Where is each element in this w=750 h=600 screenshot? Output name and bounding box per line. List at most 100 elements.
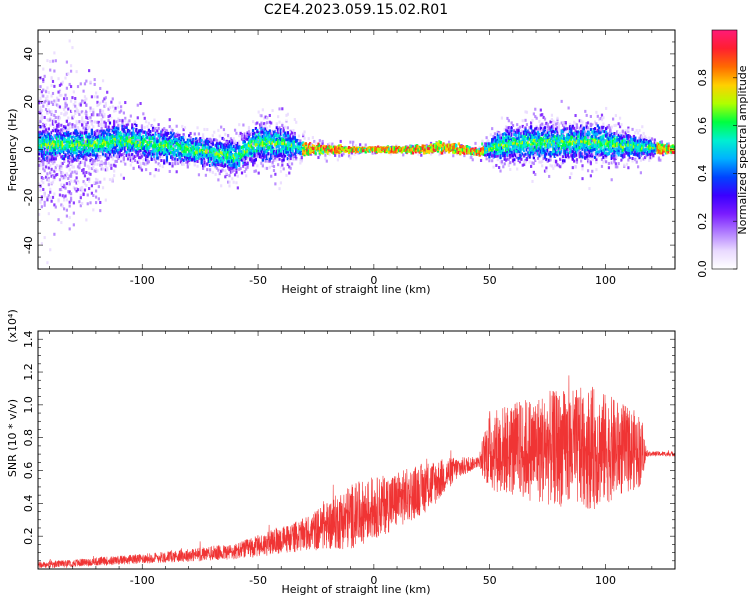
heatmap-cell xyxy=(203,164,206,168)
heatmap-cell xyxy=(88,116,91,120)
heatmap-cell xyxy=(135,133,138,137)
heatmap-cell xyxy=(46,103,49,107)
heatmap-cell xyxy=(85,144,88,148)
heatmap-cell xyxy=(97,102,100,106)
heatmap-cell xyxy=(76,181,80,185)
heatmap-cell xyxy=(229,137,232,141)
heatmap-cell xyxy=(114,164,117,168)
heatmap-cell xyxy=(283,154,287,158)
heatmap-cell xyxy=(168,169,171,173)
heatmap-cell xyxy=(171,150,174,154)
heatmap-cell xyxy=(236,156,239,160)
heatmap-cell xyxy=(88,151,91,155)
heatmap-cell xyxy=(182,162,185,166)
heatmap-cell xyxy=(90,184,94,188)
heatmap-cell xyxy=(257,148,260,152)
heatmap-cell xyxy=(131,157,134,161)
heatmap-cell xyxy=(138,159,141,163)
heatmap-cell xyxy=(49,152,52,156)
heatmap-cell xyxy=(153,143,156,147)
heatmap-cell xyxy=(61,105,64,109)
heatmap-cell xyxy=(58,169,62,173)
heatmap-cell xyxy=(54,99,57,103)
heatmap-cell xyxy=(100,137,103,141)
heatmap-cell xyxy=(314,141,317,145)
heatmap-cell xyxy=(363,149,366,153)
heatmap-cell xyxy=(161,131,164,135)
heatmap-cell xyxy=(49,248,52,252)
heatmap-cell xyxy=(249,144,252,148)
heatmap-cell xyxy=(118,101,121,105)
heatmap-cell xyxy=(172,147,176,151)
heatmap-cell xyxy=(236,174,239,178)
heatmap-cell xyxy=(65,132,68,136)
heatmap-cell xyxy=(201,164,205,168)
heatmap-cell xyxy=(277,154,280,158)
heatmap-cell xyxy=(136,142,139,146)
heatmap-cell xyxy=(331,148,334,152)
heatmap-cell xyxy=(57,199,60,203)
heatmap-cell xyxy=(288,134,291,138)
heatmap-cell xyxy=(188,158,191,162)
heatmap-cell xyxy=(154,155,157,159)
heatmap-cell xyxy=(172,144,176,148)
heatmap-cell xyxy=(39,144,42,148)
heatmap-cell xyxy=(53,118,56,122)
heatmap-cell xyxy=(61,156,64,160)
heatmap-cell xyxy=(69,172,73,176)
heatmap-cell xyxy=(289,142,292,146)
heatmap-cell xyxy=(79,170,82,174)
heatmap-cell xyxy=(149,130,152,134)
heatmap-cell xyxy=(72,201,75,205)
heatmap-cell xyxy=(72,112,75,116)
heatmap-cell xyxy=(329,145,333,149)
heatmap-cell xyxy=(310,152,313,156)
heatmap-cell xyxy=(235,153,238,157)
heatmap-cell xyxy=(196,148,199,152)
heatmap-cell xyxy=(160,144,163,148)
heatmap-cell xyxy=(182,136,185,140)
heatmap-cell xyxy=(72,131,75,135)
heatmap-cell xyxy=(265,149,269,153)
heatmap-cell xyxy=(274,131,277,135)
heatmap-cell xyxy=(142,141,145,145)
heatmap-cell xyxy=(89,80,92,84)
heatmap-cell xyxy=(110,143,113,147)
heatmap-cell xyxy=(165,156,169,160)
heatmap-cell xyxy=(93,130,96,134)
heatmap-cell xyxy=(110,145,113,149)
heatmap-cell xyxy=(99,200,102,204)
heatmap-cell xyxy=(213,156,216,160)
heatmap-cell xyxy=(274,156,277,160)
heatmap-cell xyxy=(86,139,89,143)
heatmap-cell xyxy=(86,116,89,120)
heatmap-cell xyxy=(46,98,49,102)
heatmap-cell xyxy=(72,151,75,155)
heatmap-cell xyxy=(128,136,131,140)
heatmap-cell xyxy=(96,138,99,142)
heatmap-cell xyxy=(220,156,223,160)
heatmap-cell xyxy=(302,134,305,138)
heatmap-cell xyxy=(170,155,173,159)
heatmap-cell xyxy=(150,154,153,158)
heatmap-cell xyxy=(113,123,116,127)
heatmap-cell xyxy=(233,152,237,156)
heatmap-cell xyxy=(288,140,291,144)
heatmap-cell xyxy=(231,163,234,167)
heatmap-cell xyxy=(300,142,303,146)
heatmap-cell xyxy=(334,150,337,154)
heatmap-cell xyxy=(40,176,43,180)
heatmap-cell xyxy=(221,162,224,166)
heatmap-cell xyxy=(104,101,107,105)
heatmap-cell xyxy=(96,181,99,185)
heatmap-cell xyxy=(149,141,152,145)
heatmap-cell xyxy=(268,138,271,142)
heatmap-cell xyxy=(227,142,230,146)
heatmap-cell xyxy=(64,126,67,130)
heatmap-cell xyxy=(158,143,162,147)
heatmap-cell xyxy=(307,152,310,156)
heatmap-cell xyxy=(350,147,353,151)
heatmap-cell xyxy=(71,123,74,127)
heatmap-cell xyxy=(51,59,55,63)
heatmap-cell xyxy=(267,135,270,139)
